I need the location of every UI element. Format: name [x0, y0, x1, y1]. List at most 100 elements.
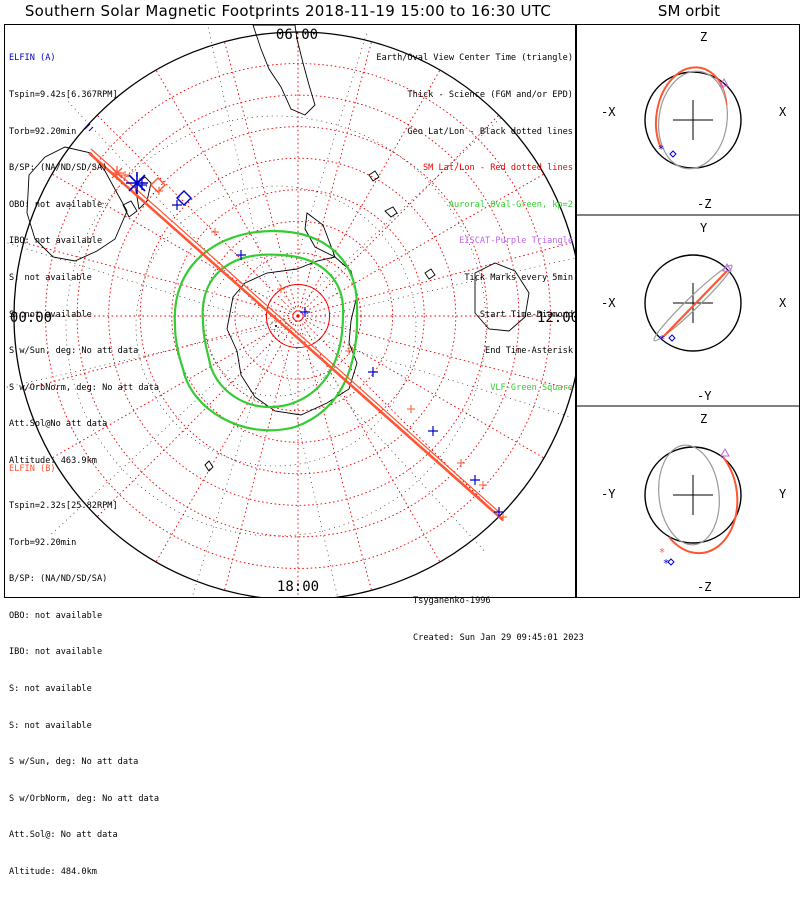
elfin-b-line: Torb=92.20min — [9, 537, 77, 548]
sm-orbit-plots: * Z -Z -X X * Y -Y -X X — [577, 30, 799, 594]
axis-label-top: Z — [700, 30, 707, 44]
elfin-a-line: S w/Sun, deg: No att data — [9, 346, 139, 357]
sm-orbit-panel: * Z -Z -X X * Y -Y -X X — [576, 24, 800, 598]
axis-label-left: -X — [601, 105, 616, 119]
page-title: Southern Solar Magnetic Footprints 2018-… — [24, 2, 552, 20]
axis-label-right: Y — [779, 487, 787, 501]
longitude-spokes — [14, 32, 575, 597]
axis-label-left: -X — [601, 296, 616, 310]
eiscat-triangle — [719, 77, 729, 87]
legend-item: EISCAT-Purple Triangle — [459, 236, 573, 247]
geo-longitude — [275, 325, 487, 554]
coastline — [424, 268, 436, 280]
end-asterisk: * — [659, 333, 666, 346]
end-asterisk: * — [659, 546, 666, 559]
elfin-a-line: S: not available — [9, 272, 92, 283]
orbit-plot-xy: * Y -Y -X X — [601, 221, 787, 403]
mlt-spoke — [297, 315, 573, 390]
legend: Earth/Oval View Center Time (triangle) T… — [376, 28, 573, 418]
axis-label-right: X — [779, 296, 787, 310]
earth-circle — [644, 254, 742, 352]
geo-latitude — [135, 185, 417, 467]
geo-longitude — [5, 325, 277, 388]
track-start-mark — [84, 123, 94, 132]
tick-mark-a — [494, 507, 504, 517]
eiscat-triangle — [722, 262, 732, 272]
tick-mark-a — [300, 307, 310, 317]
mlt-spoke — [297, 315, 500, 518]
mlt-spoke — [96, 315, 299, 518]
start-diamond — [668, 334, 676, 342]
footprint-track-elfin-b-thin — [90, 148, 500, 513]
tick-mark-b — [345, 347, 353, 355]
start-diamond — [669, 150, 677, 158]
tick-mark-a — [368, 367, 378, 377]
legend-item: Start Time-Diamond — [479, 309, 573, 320]
orbit-b — [653, 264, 733, 342]
axis-label-left: -Y — [601, 487, 616, 501]
mlt-spoke — [297, 315, 545, 459]
elfin-a-line: OBO: not available — [9, 199, 103, 210]
orbit-b — [658, 444, 720, 546]
hour-label-left: 00:00 — [10, 310, 52, 326]
coastline — [134, 176, 152, 210]
geo-longitude — [207, 25, 277, 327]
axis-label-bottom: -Y — [697, 389, 712, 403]
auroral-ovals — [173, 229, 359, 432]
legend-item: Auroral Oval-Green, kp=2 — [448, 199, 573, 210]
elfin-b-name: ELFIN (B) — [9, 464, 56, 475]
mlt-spoke — [96, 114, 299, 317]
geo-latitude — [205, 255, 347, 397]
tick-mark-b — [407, 405, 415, 413]
tick-mark-b — [211, 228, 219, 236]
geo-longitude — [275, 29, 368, 327]
orbit-title: SM orbit — [657, 2, 721, 20]
elfin-a-line: Att.Sol@No att data — [9, 419, 108, 430]
elfin-b-line: OBO: not available — [9, 610, 103, 621]
tick-mark-b — [121, 171, 129, 179]
mlt-spoke — [297, 114, 500, 317]
axis-label-top: Y — [700, 221, 708, 235]
tick-mark-a — [236, 250, 246, 260]
start-diamond-b — [150, 177, 166, 193]
elfin-a-line: Altitude: 463.9km — [9, 455, 97, 466]
orbit-a-thin — [722, 87, 728, 106]
tick-mark-b — [479, 481, 487, 489]
tick-mark-a — [470, 475, 480, 485]
elfin-b-info: ELFIN (B) Tspin=2.32s[25.82RPM] Torb=92.… — [9, 439, 159, 903]
elfin-a-line: Torb=92.20min — [9, 126, 77, 137]
coastline — [252, 25, 316, 116]
tick-mark-b — [277, 285, 285, 293]
mlt-spoke — [23, 242, 299, 317]
legend-item: Thick - Science (FGM and/or EPD) — [407, 90, 573, 100]
mlt-spoke — [297, 242, 573, 317]
footprint-map-panel: 06:00 00:00 12:00 18:00 ELFIN (A) Tspin=… — [4, 24, 584, 877]
geo-longitude — [275, 325, 573, 418]
latitude-ring — [45, 63, 551, 569]
orbit-a — [668, 456, 739, 555]
end-asterisk-a — [126, 172, 148, 194]
latitude-ring — [171, 189, 425, 443]
mlt-spoke — [297, 315, 372, 591]
geo-longitude — [275, 115, 504, 327]
orbit-b — [658, 70, 728, 170]
mlt-spoke — [155, 69, 299, 317]
coastline — [368, 170, 380, 182]
mlt-spoke — [155, 315, 299, 563]
mlt-spoke — [297, 173, 545, 317]
mlt-spoke — [51, 315, 299, 459]
coastline — [26, 146, 128, 262]
geo-longitude — [275, 325, 338, 597]
tick-mark-a — [172, 200, 182, 210]
elfin-b-line: IBO: not available — [9, 647, 103, 658]
legend-item: End Time-Asterisk — [485, 346, 573, 357]
elfin-a-line: Tspin=9.42s[6.367RPM] — [9, 90, 118, 100]
geo-longitude — [5, 241, 277, 327]
mlt-spoke — [297, 69, 441, 317]
coastline — [474, 262, 530, 332]
elfin-b-line: S w/Sun, deg: No att data — [9, 757, 139, 768]
auroral-oval-outer — [173, 229, 359, 432]
geo-longitude — [191, 325, 277, 597]
coastline — [122, 200, 138, 218]
start-diamond — [667, 558, 675, 566]
